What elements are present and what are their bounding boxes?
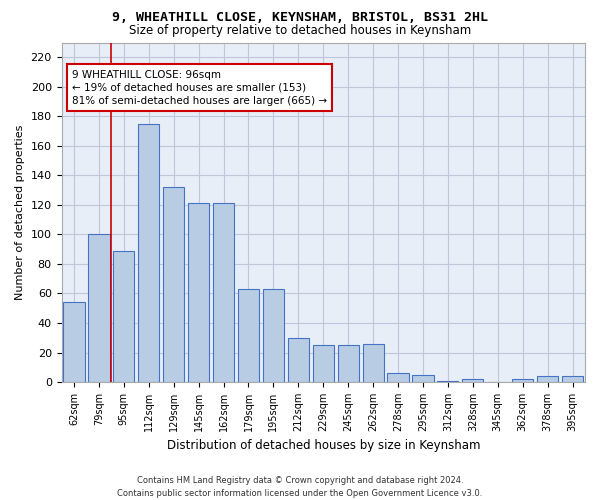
Text: 9, WHEATHILL CLOSE, KEYNSHAM, BRISTOL, BS31 2HL: 9, WHEATHILL CLOSE, KEYNSHAM, BRISTOL, B…: [112, 11, 488, 24]
Bar: [313, 345, 334, 382]
Bar: [64, 302, 85, 382]
X-axis label: Distribution of detached houses by size in Keynsham: Distribution of detached houses by size …: [167, 440, 480, 452]
Y-axis label: Number of detached properties: Number of detached properties: [15, 124, 25, 300]
Bar: [388, 373, 409, 382]
Text: 9 WHEATHILL CLOSE: 96sqm
← 19% of detached houses are smaller (153)
81% of semi-: 9 WHEATHILL CLOSE: 96sqm ← 19% of detach…: [72, 70, 327, 106]
Bar: [238, 289, 259, 382]
Bar: [288, 338, 309, 382]
Bar: [163, 187, 184, 382]
Bar: [462, 379, 484, 382]
Bar: [338, 345, 359, 382]
Bar: [138, 124, 160, 382]
Text: Contains HM Land Registry data © Crown copyright and database right 2024.
Contai: Contains HM Land Registry data © Crown c…: [118, 476, 482, 498]
Bar: [113, 250, 134, 382]
Bar: [88, 234, 110, 382]
Bar: [512, 379, 533, 382]
Bar: [562, 376, 583, 382]
Bar: [263, 289, 284, 382]
Text: Size of property relative to detached houses in Keynsham: Size of property relative to detached ho…: [129, 24, 471, 37]
Bar: [188, 204, 209, 382]
Bar: [213, 204, 234, 382]
Bar: [362, 344, 384, 382]
Bar: [412, 374, 434, 382]
Bar: [437, 380, 458, 382]
Bar: [537, 376, 558, 382]
